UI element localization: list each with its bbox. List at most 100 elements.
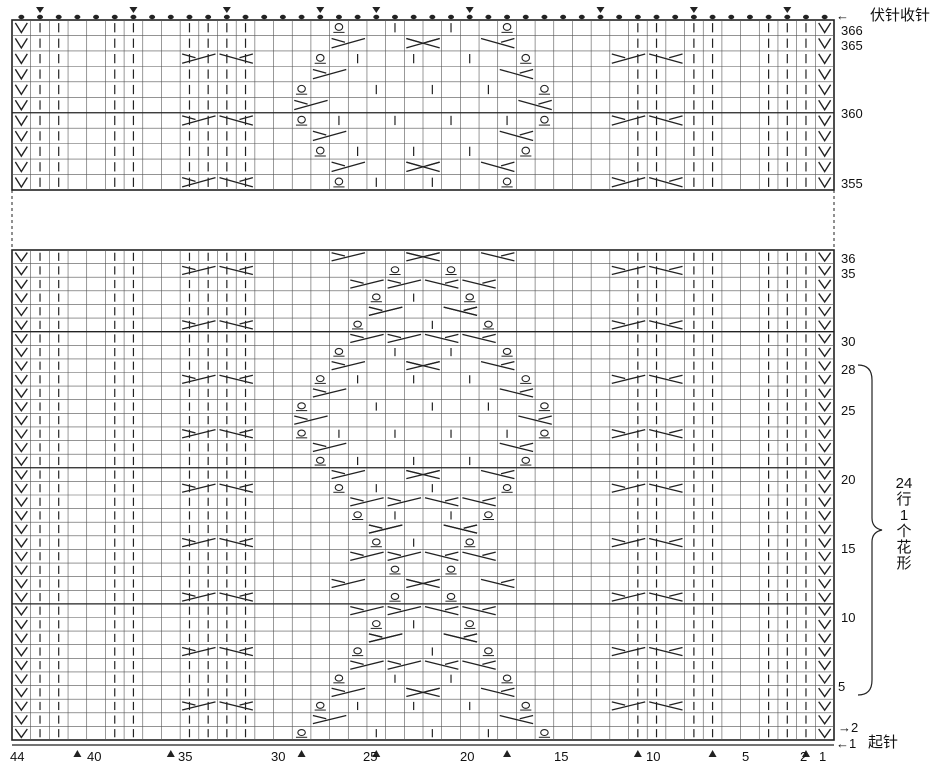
- cable-cross-left-symbol: [480, 252, 515, 262]
- slip-stitch-v-symbol: [818, 606, 832, 617]
- slip-stitch-v-symbol: [14, 177, 28, 189]
- twisted-loop-symbol: [446, 266, 456, 274]
- cable-cross-left-symbol: [219, 115, 254, 126]
- row-1-indicator: ←1: [836, 736, 857, 751]
- slip-stitch-v-symbol: [818, 252, 832, 263]
- slip-stitch-v-symbol: [14, 469, 28, 481]
- cable-cross-right-under: [181, 115, 196, 121]
- cable-cross-left-under: [463, 633, 478, 638]
- cable-cross-left-under: [669, 646, 683, 652]
- cable-cross-left-symbol: [424, 497, 459, 507]
- cable-cross-left-under: [538, 415, 552, 420]
- cable-cross-left-symbol: [480, 469, 515, 480]
- cable-cross-right-symbol: [181, 429, 216, 439]
- slip-stitch-v-symbol: [14, 524, 28, 535]
- cable-cross-left-under: [239, 537, 254, 543]
- cable-cross-right-under: [331, 252, 346, 257]
- twisted-loop-symbol: [297, 84, 306, 93]
- slip-stitch-v-symbol: [14, 84, 28, 96]
- cable-cross-left-under: [482, 660, 496, 665]
- slip-stitch-v-symbol: [14, 99, 28, 112]
- bind-off-dot: [74, 14, 81, 20]
- slip-stitch-v-symbol: [14, 361, 28, 372]
- stitch-number: 35: [178, 749, 193, 764]
- bind-off-dot: [167, 14, 174, 20]
- cable-cross-right-symbol: [350, 333, 384, 344]
- bind-off-dot: [784, 14, 791, 20]
- cable-cross-left-symbol: [462, 497, 496, 507]
- cable-cross-left-symbol: [219, 320, 254, 330]
- cable-cross-left-under: [482, 279, 496, 284]
- slip-stitch-v-symbol: [818, 347, 832, 358]
- cable-cross-right-symbol: [181, 483, 216, 493]
- slip-stitch-v-symbol: [14, 687, 28, 698]
- twisted-loop-symbol: [315, 146, 325, 155]
- slip-stitch-v-symbol: [818, 401, 832, 412]
- cable-cross-right-symbol: [406, 37, 440, 49]
- slip-stitch-v-symbol: [818, 130, 832, 143]
- slip-stitch-v-symbol: [818, 84, 832, 96]
- cable-cross-left-under: [669, 701, 683, 706]
- cable-cross-left-under: [669, 592, 683, 597]
- cable-cross-right-symbol: [387, 605, 422, 616]
- twisted-loop-symbol: [315, 375, 325, 383]
- cable-cross-right-under: [368, 524, 383, 529]
- cable-cross-left-under: [669, 537, 683, 543]
- cable-cross-right-symbol: [406, 469, 440, 480]
- marker-triangle-down: [316, 7, 325, 13]
- row-1-label: 1: [849, 736, 857, 751]
- bind-off-dot: [522, 14, 529, 20]
- cable-cross-right-under: [181, 429, 196, 434]
- repeat-one: 1: [899, 507, 909, 524]
- cable-cross-left-symbol: [499, 442, 534, 453]
- cable-cross-right-symbol: [387, 660, 422, 670]
- twisted-loop-symbol: [521, 53, 531, 62]
- slip-stitch-v-symbol: [818, 442, 832, 453]
- cable-cross-left-symbol: [649, 483, 683, 493]
- twisted-loop-symbol: [540, 115, 549, 124]
- slip-stitch-v-symbol: [818, 22, 832, 34]
- slip-stitch-v-symbol: [14, 497, 28, 508]
- twisted-loop-symbol: [297, 728, 306, 737]
- bind-off-dot: [597, 14, 604, 20]
- cable-cross-left-symbol: [649, 646, 683, 657]
- cable-cross-right-symbol: [387, 551, 422, 561]
- cable-cross-left-under: [500, 360, 515, 366]
- cable-cross-left-under: [500, 252, 515, 257]
- cable-cross-right-symbol: [368, 633, 403, 643]
- slip-stitch-v-symbol: [818, 161, 832, 173]
- slip-stitch-v-symbol: [14, 279, 28, 290]
- slip-stitch-v-symbol: [14, 456, 28, 467]
- cable-cross-left-symbol: [649, 701, 683, 711]
- cable-cross-left-symbol: [462, 660, 496, 670]
- cable-cross-right-under: [181, 483, 196, 489]
- cable-cross-right-under: [181, 374, 196, 380]
- cable-cross-right-symbol: [368, 306, 403, 316]
- cable-cross-right-under: [181, 265, 196, 271]
- repeat-count: 24: [895, 475, 913, 492]
- bind-off-dot: [149, 14, 156, 20]
- cable-cross-right-under: [312, 442, 327, 448]
- bind-off-dot: [672, 14, 679, 20]
- cable-cross-left-symbol: [443, 524, 478, 534]
- slip-stitch-v-symbol: [14, 401, 28, 412]
- cable-cross-left-under: [482, 497, 496, 502]
- cable-cross-right-symbol: [312, 68, 347, 80]
- slip-stitch-v-symbol: [14, 578, 28, 589]
- twisted-loop-symbol: [315, 701, 325, 709]
- cable-cross-right-under: [387, 279, 402, 284]
- slip-stitch-v-symbol: [818, 592, 832, 603]
- bind-off-arrow: ←: [836, 8, 849, 23]
- slip-stitch-v-symbol: [818, 633, 832, 644]
- cable-cross-left-symbol: [424, 660, 459, 670]
- cable-cross-left-symbol: [406, 578, 440, 589]
- slip-stitch-v-symbol: [14, 701, 28, 712]
- marker-triangle-down: [689, 7, 698, 13]
- cable-cross-left-under: [444, 660, 459, 665]
- cable-cross-right-under: [181, 177, 196, 182]
- marker-triangle-down: [783, 7, 792, 13]
- stitch-number: 44: [10, 749, 25, 764]
- cable-cross-left-under: [239, 701, 254, 706]
- row-number: 30: [841, 334, 856, 349]
- cable-cross-right-under: [312, 68, 327, 74]
